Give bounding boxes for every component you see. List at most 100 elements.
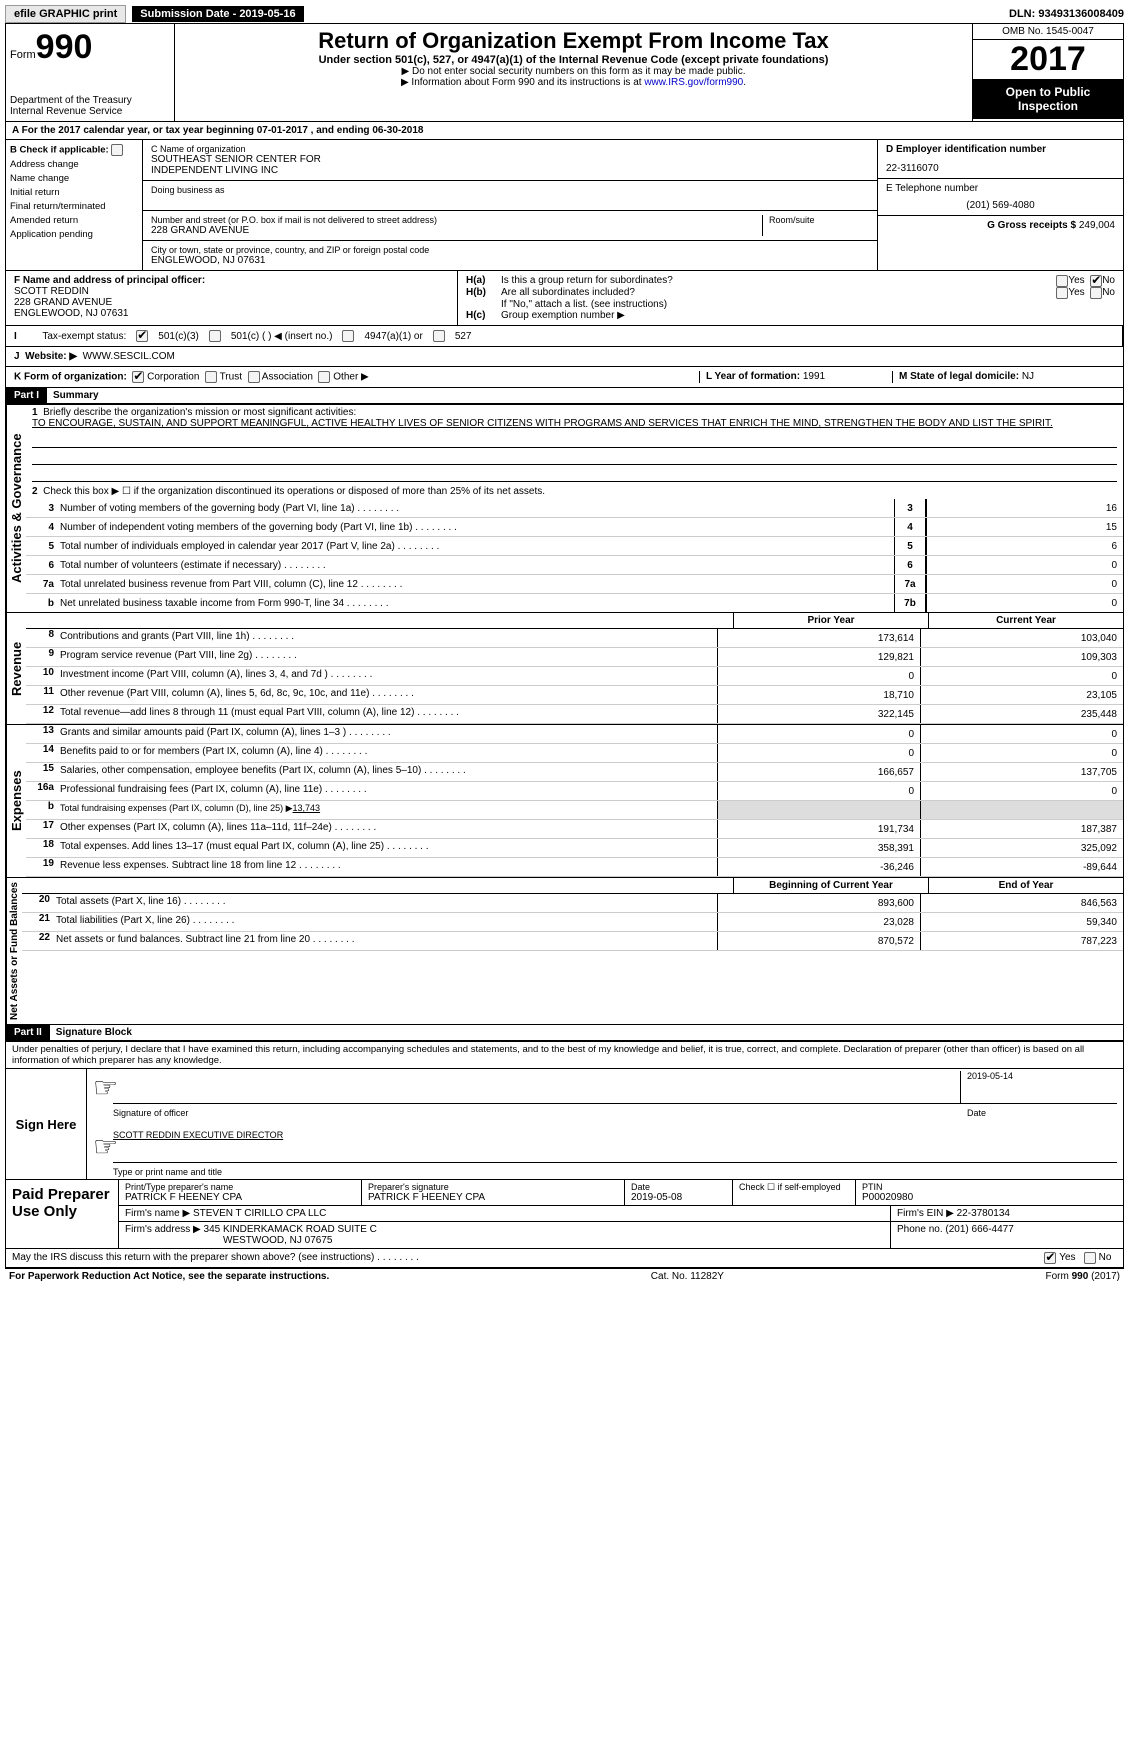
table-row: 5 Total number of individuals employed i… (26, 537, 1123, 556)
line16b-val: 13,743 (293, 803, 321, 813)
table-row: 8 Contributions and grants (Part VIII, l… (26, 629, 1123, 648)
table-row: 6 Total number of volunteers (estimate i… (26, 556, 1123, 575)
state-domicile: NJ (1022, 371, 1034, 382)
discuss-yes-chk[interactable] (1044, 1252, 1056, 1264)
chk-corp[interactable] (132, 371, 144, 383)
preparer-date: 2019-05-08 (631, 1192, 726, 1203)
table-row: 10 Investment income (Part VIII, column … (26, 667, 1123, 686)
table-row: 16a Professional fundraising fees (Part … (26, 782, 1123, 801)
table-row: 19 Revenue less expenses. Subtract line … (26, 858, 1123, 877)
dba-label: Doing business as (151, 185, 869, 195)
org-name-2: INDEPENDENT LIVING INC (151, 165, 869, 176)
chk-other[interactable] (318, 371, 330, 383)
officer-addr1: 228 GRAND AVENUE (14, 297, 449, 308)
irs-link[interactable]: www.IRS.gov/form990 (644, 77, 743, 88)
typed-name: SCOTT REDDIN EXECUTIVE DIRECTOR (113, 1130, 283, 1140)
cat-no: Cat. No. 11282Y (651, 1271, 724, 1282)
form-header: Form990 Department of the Treasury Inter… (5, 23, 1124, 122)
date-label: Date (961, 1108, 1117, 1118)
side-net-assets: Net Assets or Fund Balances (6, 878, 22, 1024)
row-a-tax-year: A For the 2017 calendar year, or tax yea… (5, 122, 1124, 140)
discuss-no-chk[interactable] (1084, 1252, 1096, 1264)
firm-address1: 345 KINDERKAMACK ROAD SUITE C (204, 1224, 377, 1235)
open-public-1: Open to Public (1006, 85, 1091, 99)
boy-hdr: Beginning of Current Year (733, 878, 928, 893)
open-public-2: Inspection (1018, 99, 1078, 113)
chk-527[interactable] (433, 330, 445, 342)
gross-receipts-label: G Gross receipts $ (987, 220, 1076, 231)
ha-yes-chk[interactable] (1056, 275, 1068, 287)
chk-501c3[interactable] (136, 330, 148, 342)
tax-status-label: Tax-exempt status: (42, 331, 126, 342)
ha-question: Is this a group return for subordinates? (501, 275, 1056, 287)
website-label: Website: ▶ (25, 351, 77, 362)
table-row: b Net unrelated business taxable income … (26, 594, 1123, 612)
sign-here-label: Sign Here (6, 1069, 87, 1179)
chk-address[interactable] (111, 144, 123, 156)
table-row: 9 Program service revenue (Part VIII, li… (26, 648, 1123, 667)
firm-address2: WESTWOOD, NJ 07675 (223, 1235, 332, 1246)
table-row: 17 Other expenses (Part IX, column (A), … (26, 820, 1123, 839)
officer-name: SCOTT REDDIN (14, 286, 449, 297)
city-label: City or town, state or province, country… (151, 245, 869, 255)
chk-501c[interactable] (209, 330, 221, 342)
part2-header: Part II (6, 1025, 50, 1040)
officer-label: F Name and address of principal officer: (14, 275, 449, 286)
telephone-label: E Telephone number (886, 183, 1115, 194)
website-value: WWW.SESCIL.COM (83, 351, 175, 362)
mission-label: Briefly describe the organization's miss… (43, 407, 356, 418)
col-b-checkboxes: B Check if applicable: Address change Na… (6, 140, 143, 270)
declaration-text: Under penalties of perjury, I declare th… (5, 1042, 1124, 1069)
efile-btn[interactable]: efile GRAPHIC print (5, 5, 126, 23)
firm-phone: (201) 666-4477 (945, 1224, 1013, 1235)
chk-4947[interactable] (342, 330, 354, 342)
eoy-hdr: End of Year (928, 878, 1123, 893)
table-row: 20 Total assets (Part X, line 16) 893,60… (22, 894, 1123, 913)
hc-label: Group exemption number ▶ (501, 310, 625, 321)
note-info: ▶ Information about Form 990 and its ins… (183, 77, 964, 88)
top-bar: efile GRAPHIC print Submission Date - 20… (5, 5, 1124, 23)
ptin-value: P00020980 (862, 1192, 1117, 1203)
hb-yes-chk[interactable] (1056, 287, 1068, 299)
street-address: 228 GRAND AVENUE (151, 225, 756, 236)
form-label: Form (10, 49, 36, 61)
line16b-text: Total fundraising expenses (Part IX, col… (60, 803, 293, 813)
chk-trust[interactable] (205, 371, 217, 383)
sig-date: 2019-05-14 (960, 1071, 1117, 1104)
mission-text: TO ENCOURAGE, SUSTAIN, AND SUPPORT MEANI… (32, 418, 1053, 429)
form-subtitle: Under section 501(c), 527, or 4947(a)(1)… (183, 54, 964, 66)
table-row: 15 Salaries, other compensation, employe… (26, 763, 1123, 782)
paid-preparer-label: Paid Preparer Use Only (6, 1180, 119, 1248)
side-revenue: Revenue (6, 613, 26, 724)
discuss-question: May the IRS discuss this return with the… (12, 1252, 1044, 1264)
chk-assoc[interactable] (248, 371, 260, 383)
gross-receipts-value: 249,004 (1079, 220, 1115, 231)
firm-ein: 22-3780134 (957, 1208, 1010, 1219)
hb-question: Are all subordinates included? (501, 287, 1056, 299)
hb-no-chk[interactable] (1090, 287, 1102, 299)
paperwork-notice: For Paperwork Reduction Act Notice, see … (9, 1271, 329, 1282)
part1-header: Part I (6, 388, 47, 403)
firm-name: STEVEN T CIRILLO CPA LLC (193, 1208, 326, 1219)
submission-date: Submission Date - 2019-05-16 (132, 6, 303, 22)
table-row: 7a Total unrelated business revenue from… (26, 575, 1123, 594)
ha-no-chk[interactable] (1090, 275, 1102, 287)
tax-year: 2017 (973, 40, 1123, 79)
preparer-sig: PATRICK F HEENEY CPA (368, 1192, 618, 1203)
officer-addr2: ENGLEWOOD, NJ 07631 (14, 308, 449, 319)
dept1: Department of the Treasury (10, 95, 170, 106)
form-title: Return of Organization Exempt From Incom… (183, 28, 964, 54)
hb-note: If "No," attach a list. (see instruction… (466, 299, 1115, 310)
street-label: Number and street (or P.O. box if mail i… (151, 215, 756, 225)
table-row: 14 Benefits paid to or for members (Part… (26, 744, 1123, 763)
omb-no: OMB No. 1545-0047 (973, 24, 1123, 40)
form-number: 990 (36, 28, 93, 66)
note-ssn: ▶ Do not enter social security numbers o… (183, 66, 964, 77)
self-employed: Check ☐ if self-employed (733, 1180, 856, 1205)
part1-title: Summary (47, 388, 105, 403)
current-year-hdr: Current Year (928, 613, 1123, 628)
table-row: 22 Net assets or fund balances. Subtract… (22, 932, 1123, 951)
table-row: 12 Total revenue—add lines 8 through 11 … (26, 705, 1123, 724)
year-formation: 1991 (803, 371, 825, 382)
city-state-zip: ENGLEWOOD, NJ 07631 (151, 255, 869, 266)
